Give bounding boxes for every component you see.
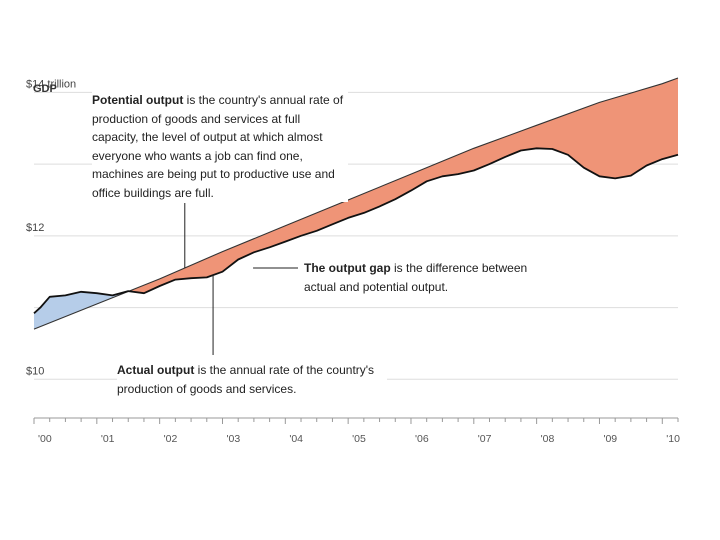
x-tick-label: '09 bbox=[603, 433, 617, 445]
x-axis: '00 '01 '02 '03 '04 '05 '06 '07 '08 '09 '10 bbox=[33, 417, 680, 445]
x-tick-label: '00 bbox=[38, 433, 52, 445]
output-gap-definition: is the difference between actual and pot… bbox=[304, 261, 528, 294]
y-tick-label: $14 trillion bbox=[26, 78, 76, 90]
x-tick-label: '02 bbox=[164, 433, 178, 445]
potential-output-term: Potential output bbox=[92, 93, 184, 107]
x-tick-label: '01 bbox=[101, 433, 115, 445]
actual-output-line bbox=[33, 147, 679, 314]
y-axis-title: GDP bbox=[33, 83, 57, 95]
actual-output-definition: is the annual rate of the country's prod… bbox=[117, 363, 375, 396]
annotation-pointers bbox=[184, 203, 298, 355]
output-gap-annotation: The output gap is the difference between… bbox=[304, 259, 534, 296]
y-tick-label: $10 bbox=[26, 365, 44, 377]
x-tick-label: '03 bbox=[226, 433, 240, 445]
x-tick-label: '05 bbox=[352, 433, 366, 445]
y-tick-label: $12 bbox=[26, 222, 44, 234]
x-tick-label: '10 bbox=[666, 433, 680, 445]
output-gap-term: The output gap bbox=[304, 261, 391, 275]
x-tick-label: '06 bbox=[415, 433, 429, 445]
y-axis: $14 trillion $12 $10 bbox=[26, 78, 76, 377]
potential-output-line bbox=[33, 77, 679, 330]
actual-output-annotation: Actual output is the annual rate of the … bbox=[117, 361, 387, 398]
output-gap-area bbox=[129, 78, 679, 294]
x-tick-label: '04 bbox=[289, 433, 303, 445]
actual-output-term: Actual output bbox=[117, 363, 195, 377]
x-tick-label: '07 bbox=[478, 433, 492, 445]
potential-output-definition: is the country's annual rate of producti… bbox=[92, 93, 344, 200]
potential-output-annotation: Potential output is the country's annual… bbox=[92, 91, 348, 202]
x-tick-label: '08 bbox=[541, 433, 555, 445]
series-lines bbox=[33, 77, 679, 330]
